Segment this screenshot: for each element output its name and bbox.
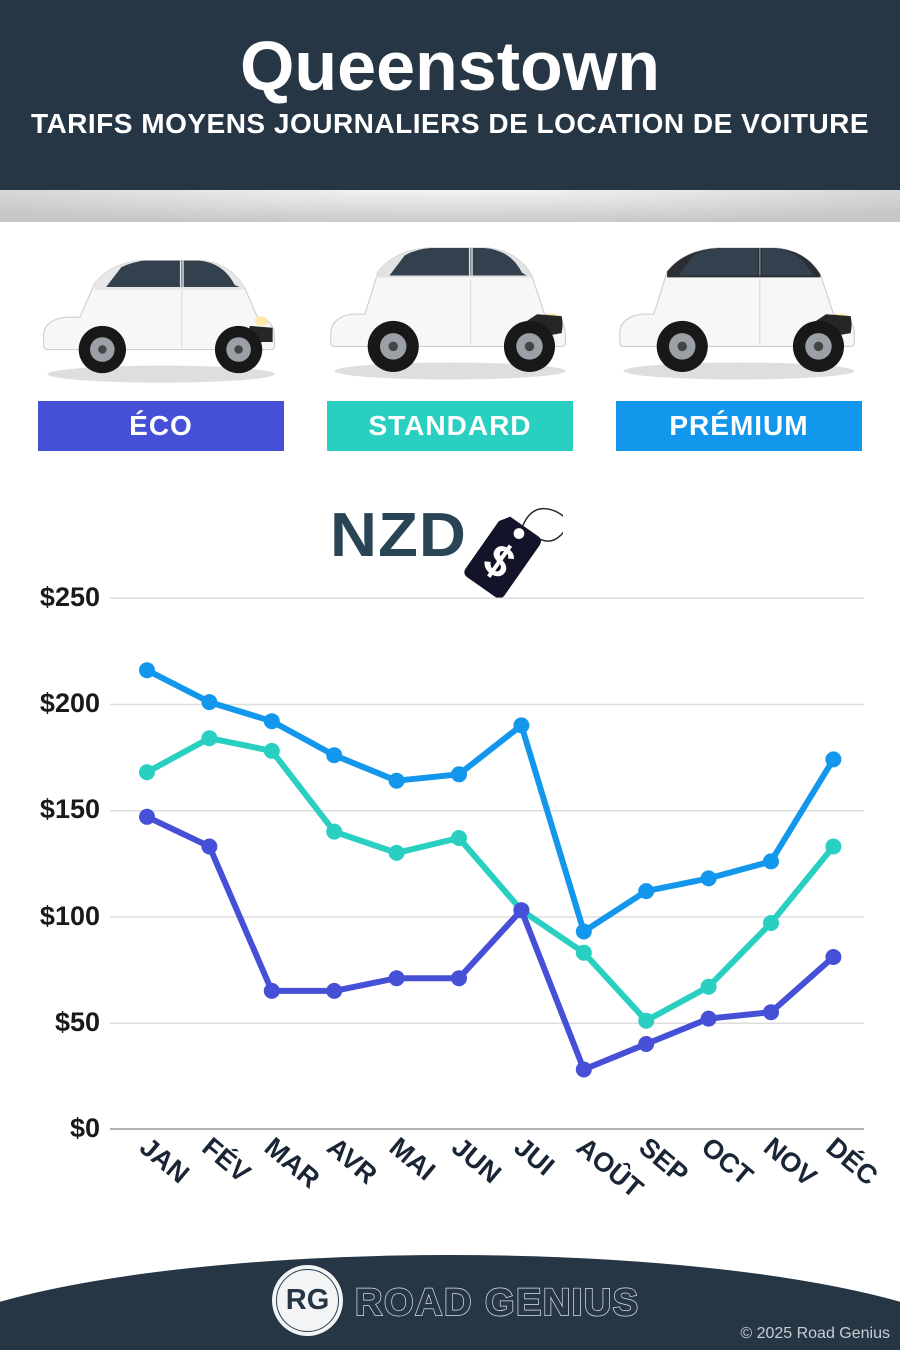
svg-text:MAI: MAI	[384, 1132, 441, 1187]
svg-text:MAR: MAR	[259, 1132, 325, 1195]
svg-text:$0: $0	[70, 1113, 100, 1143]
svg-text:FÉV: FÉV	[197, 1131, 257, 1189]
svg-text:$100: $100	[40, 901, 100, 931]
svg-text:$250: $250	[40, 582, 100, 612]
svg-text:$50: $50	[55, 1007, 100, 1037]
svg-text:JUN: JUN	[446, 1132, 507, 1190]
svg-text:DÉC: DÉC	[821, 1131, 885, 1191]
svg-text:AOÛT: AOÛT	[571, 1131, 650, 1204]
svg-text:NOV: NOV	[758, 1132, 822, 1193]
svg-text:JUI: JUI	[509, 1132, 560, 1182]
svg-text:AVR: AVR	[321, 1132, 382, 1190]
svg-text:JAN: JAN	[134, 1132, 195, 1190]
svg-text:OCT: OCT	[696, 1132, 759, 1192]
svg-text:$200: $200	[40, 688, 100, 718]
svg-text:$150: $150	[40, 794, 100, 824]
